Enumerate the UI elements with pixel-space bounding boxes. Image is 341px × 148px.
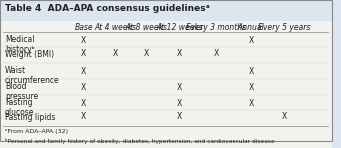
Text: ᵃFrom ADA–APA (32): ᵃFrom ADA–APA (32) xyxy=(5,129,68,134)
Text: Medical
historyᵇ: Medical historyᵇ xyxy=(5,34,35,54)
Text: Blood
pressure: Blood pressure xyxy=(5,82,38,101)
Text: Fasting lipids: Fasting lipids xyxy=(5,114,55,122)
Text: X: X xyxy=(249,67,254,76)
FancyBboxPatch shape xyxy=(0,21,331,148)
Text: X: X xyxy=(81,83,86,92)
Text: At 8 weeks: At 8 weeks xyxy=(126,22,168,32)
Text: Base: Base xyxy=(74,22,93,32)
Text: ᵇPersonal and family history of obesity, diabetes, hypertension, and cardiovascu: ᵇPersonal and family history of obesity,… xyxy=(5,138,275,144)
Text: X: X xyxy=(113,49,118,58)
FancyBboxPatch shape xyxy=(0,2,331,21)
Text: X: X xyxy=(282,112,287,121)
Text: Waist
circumference: Waist circumference xyxy=(5,66,60,86)
Text: X: X xyxy=(249,36,254,45)
Text: X: X xyxy=(177,49,182,58)
Text: At 4 weeks: At 4 weeks xyxy=(94,22,136,32)
Text: Fasting
glucose: Fasting glucose xyxy=(5,98,34,117)
Text: X: X xyxy=(249,99,254,108)
Text: Weight (BMI): Weight (BMI) xyxy=(5,50,54,59)
Text: X: X xyxy=(177,99,182,108)
Text: X: X xyxy=(81,49,86,58)
Text: X: X xyxy=(177,83,182,92)
Text: X: X xyxy=(81,67,86,76)
Text: X: X xyxy=(81,99,86,108)
Text: X: X xyxy=(214,49,219,58)
Text: Every 5 years: Every 5 years xyxy=(258,22,311,32)
Text: X: X xyxy=(177,112,182,121)
Text: At 12 weeks: At 12 weeks xyxy=(157,22,203,32)
Text: Every 3 months: Every 3 months xyxy=(186,22,247,32)
Text: Annual: Annual xyxy=(238,22,265,32)
Text: Table 4  ADA–APA consensus guidelinesᵃ: Table 4 ADA–APA consensus guidelinesᵃ xyxy=(5,4,210,13)
Text: X: X xyxy=(249,83,254,92)
Text: X: X xyxy=(144,49,149,58)
Text: X: X xyxy=(81,112,86,121)
Text: X: X xyxy=(81,36,86,45)
